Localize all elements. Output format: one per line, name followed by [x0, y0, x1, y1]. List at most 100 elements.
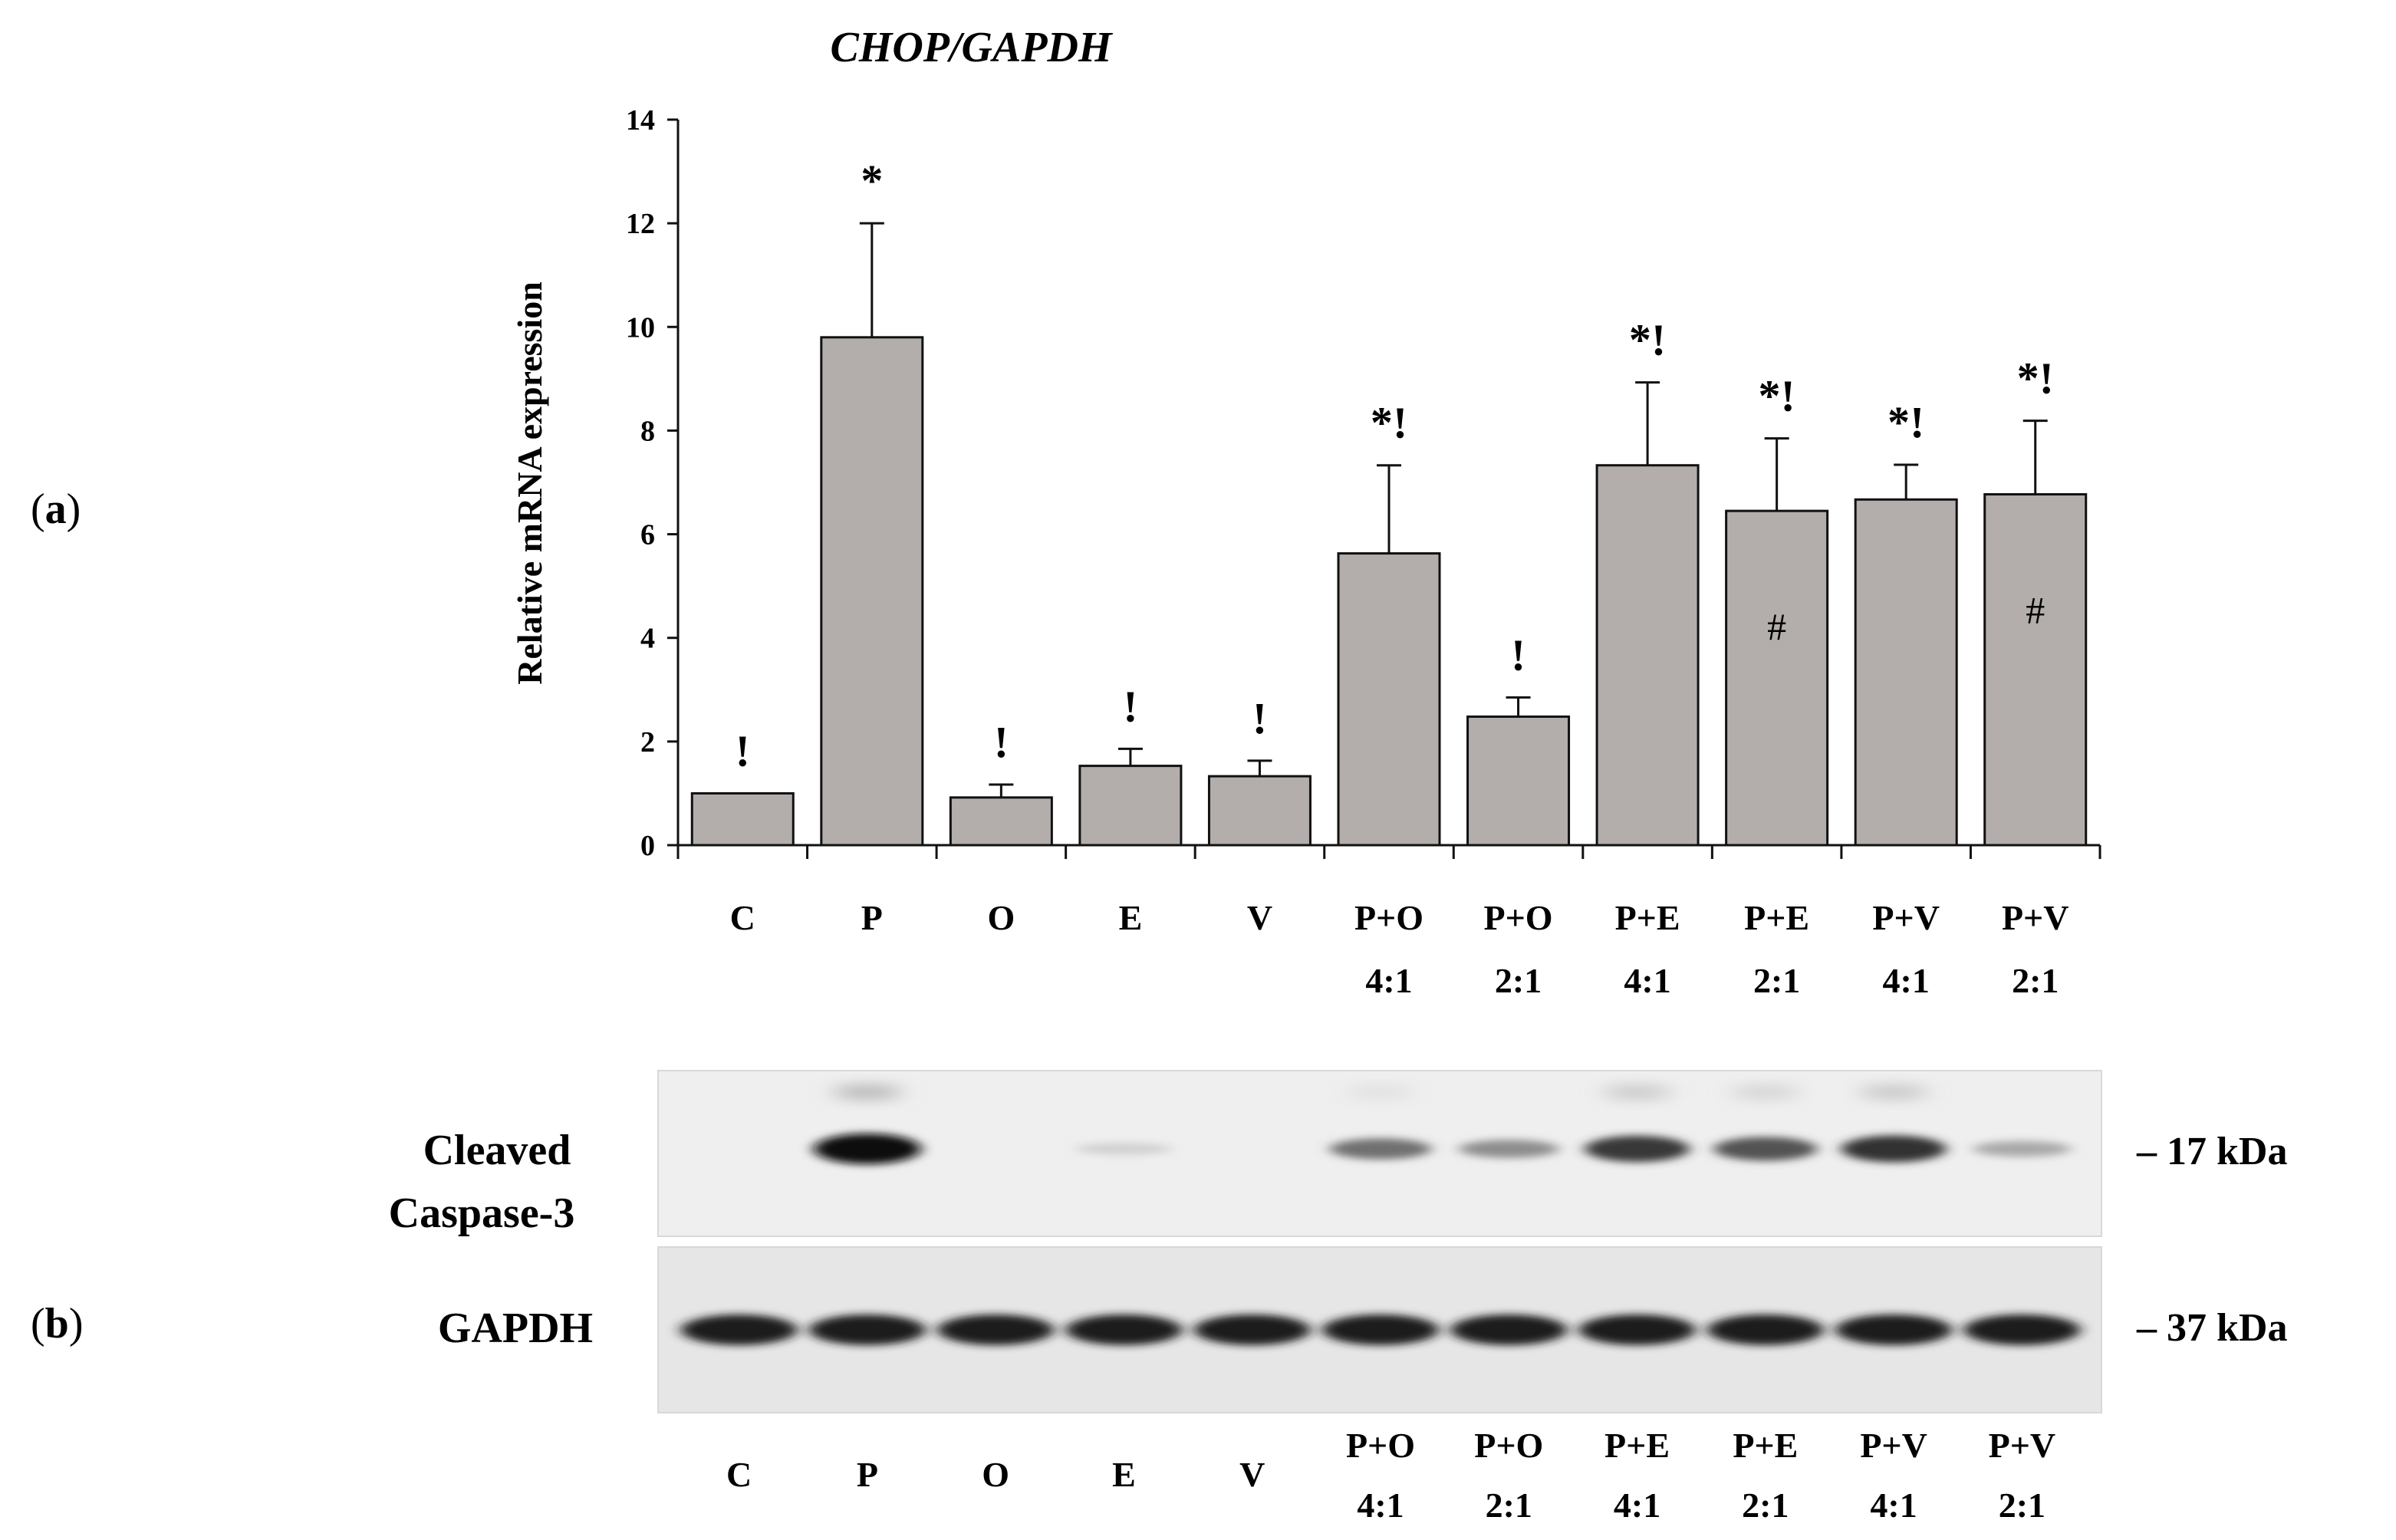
gapdh-band — [1322, 1315, 1439, 1345]
y-axis-title: Relative mRNA expression — [510, 281, 549, 685]
x-tick-label: O — [987, 898, 1015, 937]
y-tick-label: 4 — [640, 623, 655, 655]
hash-marker: # — [1767, 605, 1786, 648]
x-tick-label: P+V — [1872, 898, 1940, 937]
chart-title: CHOP/GAPDH — [830, 24, 1113, 71]
gapdh-band — [808, 1315, 926, 1345]
bar — [1337, 552, 1441, 847]
significance-marker: *! — [1629, 315, 1666, 365]
bar — [1078, 765, 1183, 847]
x-axis — [676, 844, 2101, 859]
significance-marker: *! — [1888, 397, 1924, 447]
gapdh-band — [1578, 1315, 1696, 1345]
blot-lane-label: P — [857, 1455, 878, 1494]
x-tick-label: E — [1119, 898, 1143, 937]
gapdh-band — [1963, 1315, 2081, 1345]
bar — [1595, 464, 1700, 847]
bar — [1983, 493, 2088, 847]
x-tick-label: V — [1247, 898, 1272, 937]
significance-marker: * — [861, 156, 883, 206]
blot-lane-sublabel: 4:1 — [1870, 1486, 1917, 1525]
x-tick-label: P+O — [1483, 898, 1552, 937]
faint-band — [1345, 1086, 1416, 1098]
cleaved-band — [1585, 1135, 1690, 1163]
significance-marker: *! — [1758, 371, 1795, 421]
bar — [1725, 509, 1829, 847]
blot-lane-label: E — [1112, 1455, 1136, 1494]
cleaved-band — [1458, 1140, 1559, 1158]
western-blot: Cleaved Caspase-3 GAPDH – 17 kDa – 37 kD… — [389, 1070, 2287, 1525]
panel-label-a: (a) — [31, 485, 81, 533]
blot-lane-label: P+E — [1733, 1426, 1798, 1465]
blot-lane-sublabel: 4:1 — [1357, 1486, 1404, 1525]
bar — [1207, 775, 1312, 847]
blot-lane-label: C — [726, 1455, 752, 1494]
x-tick-sublabel: 2:1 — [2012, 961, 2059, 1000]
gapdh-band — [1193, 1315, 1311, 1345]
x-tick-sublabel: 4:1 — [1624, 961, 1670, 1000]
x-tick-sublabel: 2:1 — [1495, 961, 1542, 1000]
significance-marker: *! — [1371, 398, 1407, 448]
blot-lane-sublabel: 4:1 — [1614, 1486, 1660, 1525]
y-axis: 0 2 4 6 8 10 12 14 — [626, 104, 680, 862]
marker-37-kda: – 37 kDa — [2136, 1306, 2287, 1350]
blot-lane-sublabel: 2:1 — [1999, 1486, 2045, 1525]
gapdh-band — [680, 1315, 798, 1345]
cleaved-label-line1: Cleaved — [423, 1127, 571, 1174]
blot-lane-label: O — [982, 1455, 1009, 1494]
cleaved-band — [1841, 1135, 1947, 1163]
cleaved-caspase-bands — [813, 1086, 2072, 1164]
faint-band — [1601, 1086, 1673, 1098]
blot-lane-label: P+E — [1604, 1426, 1670, 1465]
cleaved-band — [1972, 1140, 2072, 1157]
faint-band — [1858, 1086, 1930, 1098]
significance-marker: ! — [1252, 693, 1267, 743]
significance-marker: ! — [994, 717, 1009, 767]
cleaved-band — [1713, 1137, 1818, 1161]
significance-marker: ! — [1123, 681, 1137, 731]
blot-lane-sublabel: 2:1 — [1742, 1486, 1789, 1525]
blot-lane-label: P+V — [1989, 1426, 2056, 1465]
gapdh-band — [1835, 1315, 1953, 1345]
marker-17-kda: – 17 kDa — [2136, 1130, 2287, 1173]
bar-chart: CHOP/GAPDH Relative mRNA expression 0 2 4 6… — [510, 24, 2101, 1000]
faint-band — [831, 1086, 903, 1098]
cleaved-band — [813, 1134, 921, 1164]
x-tick-sublabel: 4:1 — [1365, 961, 1412, 1000]
bars — [690, 336, 2088, 847]
cleaved-band — [1329, 1138, 1432, 1160]
x-tick-label: C — [730, 898, 755, 937]
bar — [820, 336, 924, 847]
bar — [1466, 715, 1571, 847]
x-tick-sublabel: 2:1 — [1753, 961, 1800, 1000]
faint-band — [1730, 1086, 1801, 1098]
y-tick-label: 6 — [640, 519, 655, 551]
gapdh-band — [1450, 1315, 1568, 1345]
gapdh-bands — [680, 1315, 2081, 1345]
y-tick-label: 12 — [626, 208, 655, 240]
blot-lane-sublabel: 2:1 — [1486, 1486, 1532, 1525]
y-tick-label: 14 — [626, 104, 655, 137]
cleaved-label-line2: Caspase-3 — [389, 1190, 575, 1237]
x-tick-label: P+E — [1615, 898, 1680, 937]
bar — [690, 791, 795, 847]
y-tick-label: 10 — [626, 311, 655, 344]
gapdh-band — [1065, 1315, 1183, 1345]
significance-marker: *! — [2017, 354, 2054, 403]
x-tick-labels: C P O E V P+O 4:1 P+O 2:1 P+E 4:1 P+E 2:1 P+V 4:1 P+V 2:… — [730, 898, 2069, 1000]
significance-marker: ! — [1511, 630, 1525, 680]
bar — [1854, 498, 1958, 847]
blot-lane-label: P+O — [1346, 1426, 1415, 1465]
y-tick-label: 8 — [640, 415, 655, 447]
x-tick-label: P — [861, 898, 883, 937]
cleaved-band — [1075, 1143, 1173, 1155]
gapdh-label: GAPDH — [438, 1305, 593, 1352]
blot-lane-label: P+V — [1860, 1426, 1927, 1465]
significance-marker: ! — [736, 726, 750, 775]
blot-lane-labels: C P O E V P+O 4:1 P+O 2:1 P+E 4:1 P+E 2:1 P+V 4:1 P+V 2:… — [726, 1426, 2055, 1525]
bar — [949, 796, 1053, 847]
gapdh-band — [1706, 1315, 1824, 1345]
blot-lane-label: P+O — [1474, 1426, 1543, 1465]
y-tick-label: 0 — [640, 830, 655, 862]
